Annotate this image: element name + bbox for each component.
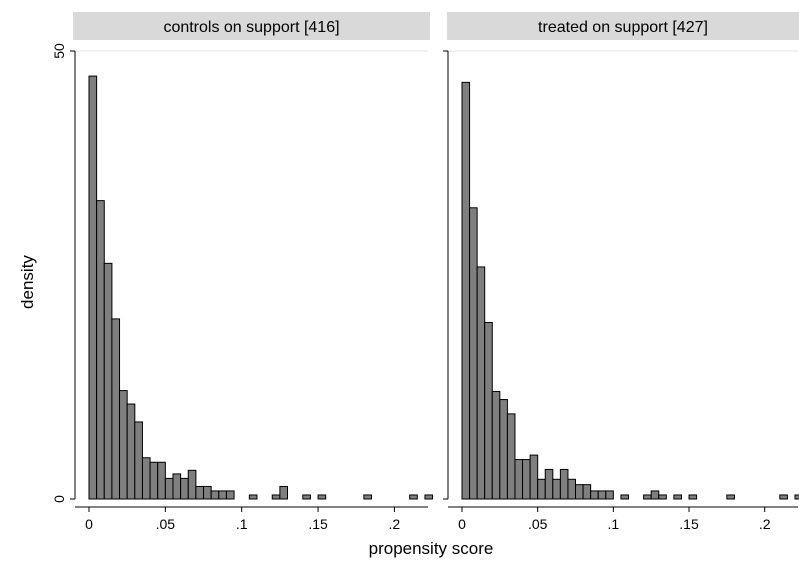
histogram-bar — [111, 318, 121, 500]
histogram-bar — [575, 484, 584, 500]
histogram-bar — [461, 81, 471, 500]
histogram-bar — [484, 321, 493, 500]
y-tick-label: 0 — [51, 495, 67, 503]
histogram-bar — [157, 461, 166, 500]
x-tick-label: .1 — [608, 516, 620, 532]
histogram-bar — [529, 454, 539, 500]
x-tick-label: .1 — [236, 516, 248, 532]
histogram-bar — [203, 485, 212, 500]
x-axis-title: propensity score — [369, 539, 494, 558]
histogram-bar — [187, 469, 197, 500]
histogram-bar — [469, 207, 478, 500]
histogram-bar — [673, 494, 682, 500]
histogram-bar — [650, 490, 660, 500]
histogram-bar — [605, 490, 614, 500]
histogram-bar — [658, 494, 667, 500]
histogram-bar — [514, 459, 524, 500]
histogram-bar — [582, 484, 592, 500]
histogram-bar — [103, 262, 113, 500]
histogram-bar — [409, 494, 418, 500]
histogram-bar — [363, 494, 373, 500]
histogram-bar — [506, 413, 516, 500]
histogram-bar — [620, 494, 629, 500]
histogram-bar — [590, 490, 599, 500]
histogram-bar — [522, 459, 531, 500]
histogram-bar — [149, 461, 159, 500]
histogram-bar — [499, 399, 508, 500]
histogram-bar — [172, 473, 182, 500]
histogram-bar — [164, 477, 174, 500]
panel-2: treated on support [427] 0 .05 .1 .15 .2 — [443, 12, 799, 532]
histogram-bar — [567, 478, 577, 500]
histogram-bar — [88, 75, 98, 500]
histogram-bar — [779, 494, 788, 500]
histogram-bar — [597, 490, 607, 500]
histogram-bar — [476, 266, 486, 500]
x-tick-label: .05 — [156, 516, 176, 532]
x-tick-label: 0 — [458, 516, 466, 532]
histogram-bar — [544, 468, 554, 500]
histogram-bar — [559, 468, 569, 500]
histogram-bar — [225, 490, 235, 500]
x-tick-label: .2 — [759, 516, 771, 532]
x-tick-label: .15 — [308, 516, 328, 532]
histogram-bar — [537, 478, 546, 500]
histogram-bar — [688, 494, 698, 500]
histogram-bar — [794, 494, 799, 500]
panel-strip — [447, 12, 799, 40]
histogram-bar — [180, 477, 189, 500]
histogram-bar — [552, 478, 561, 500]
histogram-bar — [279, 485, 289, 500]
panel-1: controls on support [416] 0 50 0 .05 .1 .15 .2 — [51, 12, 434, 532]
histogram-bar — [424, 494, 434, 500]
histogram-bar — [271, 494, 281, 500]
histogram-bar — [126, 403, 136, 500]
histogram-bar — [643, 494, 652, 500]
x-tick-label: .15 — [679, 516, 699, 532]
panel-strip — [73, 12, 430, 40]
x-tick-label: 0 — [85, 516, 93, 532]
histogram-bar — [141, 457, 151, 500]
x-tick-label: .2 — [389, 516, 401, 532]
histogram-bar — [96, 200, 105, 500]
histogram-bar — [248, 494, 258, 500]
histogram-bar — [317, 494, 327, 500]
y-tick-label: 50 — [51, 43, 67, 59]
histogram-bar — [195, 485, 205, 500]
histogram-bar — [218, 490, 227, 500]
x-tick-label: .05 — [528, 516, 548, 532]
histogram-bar — [726, 494, 735, 500]
histogram-bar — [134, 421, 143, 500]
histogram-bar — [119, 390, 128, 500]
histogram-bar — [491, 390, 501, 500]
histogram-bar — [302, 494, 311, 500]
panels-group: controls on support [416]0500.05.1.15.2t… — [51, 12, 799, 532]
y-axis-title: density — [18, 255, 37, 309]
histogram-bar — [210, 490, 220, 500]
panel-title: controls on support [416] — [163, 19, 339, 36]
panel-title: treated on support [427] — [538, 19, 708, 36]
